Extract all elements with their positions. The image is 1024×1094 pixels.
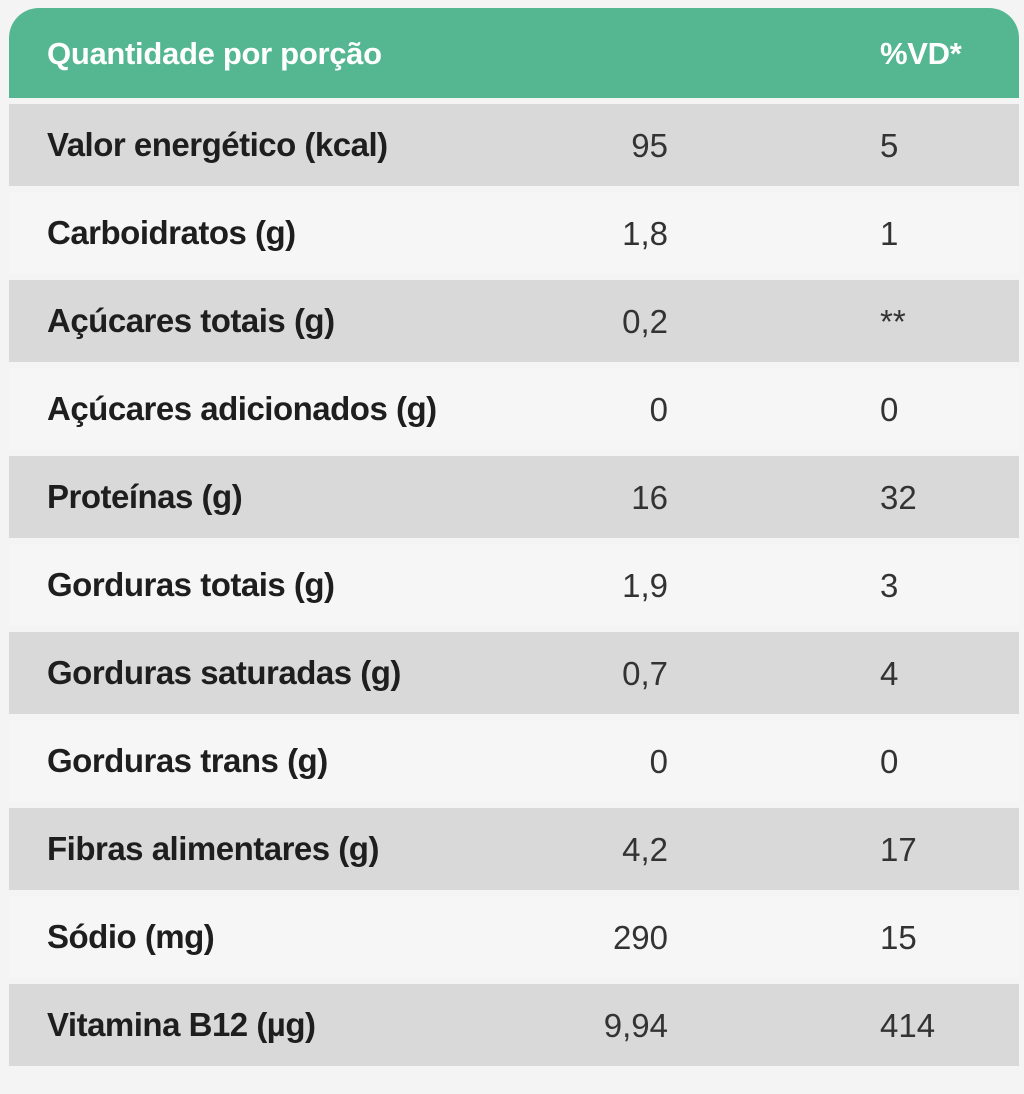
- header-quantity-label: Quantidade por porção: [47, 36, 382, 71]
- nutrient-label: Proteínas (g): [47, 478, 243, 515]
- nutrient-amount: 9,94: [603, 1007, 668, 1044]
- nutrient-label: Gorduras totais (g): [47, 566, 335, 603]
- table-row: Carboidratos (g) 1,8 1: [9, 192, 1019, 274]
- nutrient-vd: 1: [880, 215, 899, 252]
- nutrient-amount: 0,7: [622, 655, 668, 692]
- nutrient-amount: 0: [649, 391, 668, 428]
- nutrient-label: Gorduras saturadas (g): [47, 654, 401, 691]
- table-row: Fibras alimentares (g) 4,2 17: [9, 808, 1019, 890]
- nutrient-vd: 414: [880, 1007, 936, 1044]
- nutrient-vd: 4: [880, 655, 899, 692]
- nutrient-amount: 0,2: [622, 303, 668, 340]
- nutrition-table: Quantidade por porção %VD* Valor energét…: [9, 8, 1019, 1072]
- table-row: Vitamina B12 (µg) 9,94 414: [9, 984, 1019, 1066]
- table-row: Proteínas (g) 16 32: [9, 456, 1019, 538]
- nutrient-label: Valor energético (kcal): [47, 126, 388, 163]
- table-row: Gorduras saturadas (g) 0,7 4: [9, 632, 1019, 714]
- nutrient-label: Açúcares adicionados (g): [47, 390, 437, 427]
- table-row: Sódio (mg) 290 15: [9, 896, 1019, 978]
- nutrient-vd: 3: [880, 567, 899, 604]
- nutrient-label: Sódio (mg): [47, 918, 215, 955]
- nutrient-amount: 290: [612, 919, 668, 956]
- table-row: Açúcares totais (g) 0,2 **: [9, 280, 1019, 362]
- nutrient-amount: 1,8: [622, 215, 668, 252]
- nutrient-vd: 0: [880, 391, 899, 428]
- nutrient-label: Gorduras trans (g): [47, 742, 328, 779]
- nutrient-vd: 0: [880, 743, 899, 780]
- nutrient-label: Açúcares totais (g): [47, 302, 335, 339]
- table-row: Valor energético (kcal) 95 5: [9, 104, 1019, 186]
- nutrient-amount: 4,2: [622, 831, 668, 868]
- table-row: Gorduras trans (g) 0 0: [9, 720, 1019, 802]
- nutrient-amount: 1,9: [622, 567, 668, 604]
- nutrient-vd: **: [880, 303, 906, 340]
- nutrient-vd: 17: [880, 831, 917, 868]
- table-row: Gorduras totais (g) 1,9 3: [9, 544, 1019, 626]
- nutrient-label: Fibras alimentares (g): [47, 830, 379, 867]
- nutrient-label: Carboidratos (g): [47, 214, 296, 251]
- nutrient-label: Vitamina B12 (µg): [47, 1006, 316, 1043]
- nutrient-vd: 32: [880, 479, 917, 516]
- header-divider: [9, 98, 1019, 104]
- table-row: Açúcares adicionados (g) 0 0: [9, 368, 1019, 450]
- table-header: Quantidade por porção %VD*: [9, 8, 1019, 98]
- nutrient-vd: 15: [880, 919, 917, 956]
- header-vd-label: %VD*: [880, 36, 962, 71]
- nutrient-amount: 16: [631, 479, 668, 516]
- nutrient-amount: 95: [631, 127, 668, 164]
- nutrient-amount: 0: [649, 743, 668, 780]
- nutrient-vd: 5: [880, 127, 899, 164]
